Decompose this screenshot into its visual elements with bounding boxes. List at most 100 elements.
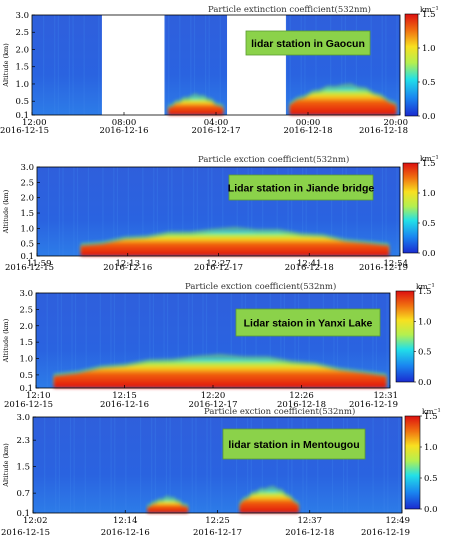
y-tick-label: 0.5	[15, 97, 29, 107]
texture-streak	[302, 417, 304, 513]
x-tick-time-label: 12:41	[297, 259, 322, 269]
texture-streak	[381, 15, 383, 115]
y-tick-label: 3.0	[15, 11, 29, 21]
colorbar	[402, 162, 419, 254]
aerosol-layer	[53, 357, 387, 388]
colorbar-tick-label: 0.5	[422, 78, 436, 88]
texture-streak	[317, 417, 319, 513]
texture-streak	[204, 15, 207, 115]
texture-streak	[32, 15, 34, 115]
y-axis-label: Altitude (km)	[2, 43, 10, 88]
texture-streak	[76, 167, 79, 256]
x-tick-date-label: 2016-12-19	[349, 400, 398, 410]
x-tick-time-label: 12:54	[384, 259, 409, 269]
texture-streak	[341, 167, 344, 256]
texture-streak	[331, 417, 334, 513]
texture-streak	[370, 167, 373, 256]
chart-title: Particle extinction coefficient(532nm)	[208, 4, 371, 15]
texture-streak	[289, 15, 291, 115]
texture-streak	[166, 293, 169, 388]
texture-streak	[262, 167, 264, 256]
texture-streak	[372, 293, 374, 388]
texture-streak	[344, 15, 346, 115]
x-tick-date-label: 2016-12-17	[193, 528, 242, 538]
colorbar	[404, 13, 419, 117]
y-tick-label: 0.1	[20, 252, 34, 262]
texture-streak	[287, 167, 289, 256]
x-tick-date-label: 2016-12-17	[191, 126, 240, 136]
panel-1: Particle extinction coefficient(532nm) li…	[0, 4, 439, 136]
y-tick-label: 1.5	[15, 63, 29, 73]
y-tick-label: 1.0	[15, 80, 29, 90]
missing-data-gap	[227, 15, 286, 115]
x-tick-date-label: 2016-12-18	[283, 126, 332, 136]
texture-streak	[47, 167, 50, 256]
colorbar-tick-label: 1.0	[422, 44, 436, 54]
texture-streak	[190, 15, 192, 115]
texture-streak	[269, 293, 271, 388]
texture-streak	[276, 417, 278, 513]
x-tick-time-label: 12:00	[22, 118, 47, 128]
y-tick-label: 2.3	[16, 436, 30, 446]
x-tick-time-label: 12:31	[374, 391, 399, 401]
y-tick-label: 0.5	[19, 371, 33, 381]
colorbar-unit: km⁻¹	[422, 407, 441, 416]
texture-streak	[180, 417, 182, 513]
texture-streak	[164, 15, 166, 115]
texture-streak	[210, 417, 212, 513]
colorbar	[395, 290, 415, 383]
station-label: Lidar station in Jiande bridge	[228, 183, 375, 195]
texture-streak	[216, 293, 218, 388]
texture-streak	[124, 293, 126, 388]
texture-streak	[285, 15, 288, 115]
texture-streak	[330, 15, 332, 115]
texture-streak	[72, 15, 74, 115]
texture-streak	[276, 167, 278, 256]
x-tick-date-label: 2016-12-18	[285, 263, 334, 273]
texture-streak	[244, 293, 247, 388]
y-tick-label: 1.5	[19, 338, 33, 348]
texture-streak	[301, 167, 304, 256]
texture-streak	[179, 15, 181, 115]
texture-streak	[83, 15, 85, 115]
y-tick-label: 1.5	[20, 209, 34, 219]
panel-3: Particle exction coefficient(532nm) Lidar…	[2, 281, 435, 410]
texture-streak	[385, 167, 387, 256]
texture-streak	[196, 167, 198, 256]
texture-streak	[195, 417, 197, 513]
texture-streak	[140, 417, 142, 513]
texture-streak	[102, 167, 104, 256]
y-tick-label: 3.0	[19, 289, 33, 299]
x-tick-date-label: 2016-12-18	[277, 400, 326, 410]
texture-streak	[222, 167, 224, 256]
texture-streak	[261, 417, 263, 513]
x-tick-time-label: 12:27	[206, 259, 231, 269]
texture-streak	[357, 417, 359, 513]
colorbar-unit: km⁻¹	[420, 5, 439, 14]
texture-streak	[165, 417, 168, 513]
texture-streak	[113, 167, 115, 256]
texture-streak	[211, 167, 213, 256]
y-axis-label: Altitude (km)	[2, 443, 10, 488]
texture-streak	[154, 417, 156, 513]
colorbar-unit: km⁻¹	[416, 282, 435, 291]
texture-streak	[37, 167, 39, 256]
chart-title: Particle exction coefficient(532nm)	[204, 406, 355, 417]
station-label-box	[245, 30, 371, 56]
texture-streak	[169, 417, 171, 513]
texture-streak	[151, 417, 153, 513]
texture-streak	[221, 417, 223, 513]
texture-streak	[308, 293, 310, 388]
texture-streak	[46, 293, 48, 388]
y-tick-label: 2.0	[19, 322, 33, 332]
texture-streak	[98, 15, 100, 115]
texture-streak	[235, 417, 238, 513]
texture-streak	[355, 15, 358, 115]
texture-streak	[316, 167, 318, 256]
texture-streak	[193, 167, 195, 256]
texture-streak	[297, 293, 300, 388]
panel-4: Particle exction coefficient(532nm) lidar…	[1, 406, 441, 538]
x-tick-date-label: 2016-12-16	[103, 263, 152, 273]
texture-streak	[255, 293, 257, 388]
texture-streak	[398, 417, 400, 513]
